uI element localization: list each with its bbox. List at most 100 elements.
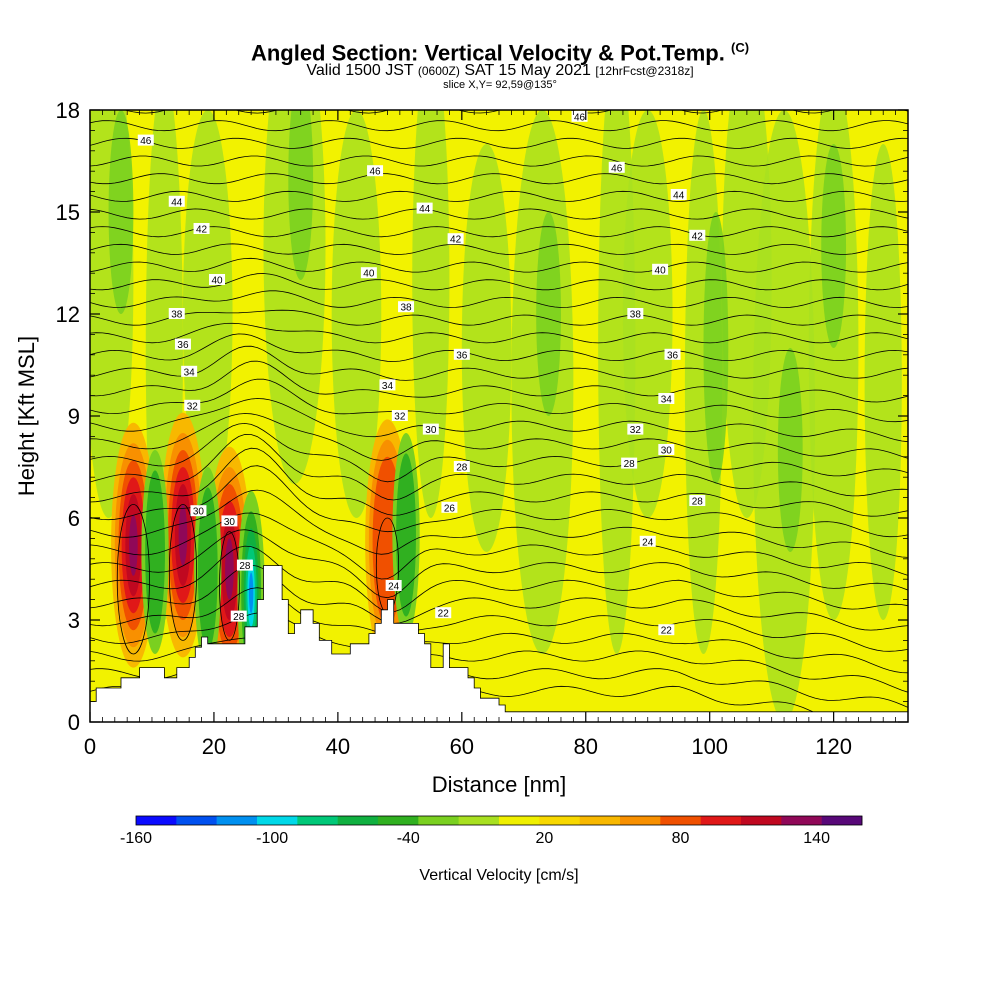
contour-label-text: 46 <box>140 136 152 147</box>
y-tick-label: 15 <box>56 200 80 225</box>
contour-label-bg <box>391 410 408 421</box>
contour-label: 28 <box>621 457 638 470</box>
colorbar-segment <box>378 816 419 825</box>
terrain-profile <box>90 565 908 722</box>
weak-downdraft-band <box>331 110 382 518</box>
colorbar-tick-label: 80 <box>672 830 690 847</box>
colorbar: -160 -100 -40 20 80 140 Vertical Velocity [cm/… <box>120 815 863 884</box>
downdraft-band <box>288 110 314 280</box>
pot-temp-isoline <box>90 309 908 326</box>
contour-label-text: 24 <box>388 582 400 593</box>
contour-label: 42 <box>193 223 210 236</box>
downdraft-core <box>145 470 165 634</box>
contour-label-bg <box>416 202 433 214</box>
contour-label-text: 26 <box>444 503 456 514</box>
pot-temp-isoline <box>90 360 908 403</box>
pot-temp-isoline <box>90 545 908 613</box>
y-axis-label: Height [Kft MSL] <box>14 336 39 496</box>
contour-label-bg <box>670 189 687 200</box>
updraft-core <box>178 504 188 566</box>
downdraft-band <box>108 110 134 314</box>
pot-temp-isoline <box>90 155 908 167</box>
pot-temp-isoline <box>90 120 908 132</box>
colorbar-segment <box>660 816 701 825</box>
contour-label-bg <box>137 134 154 146</box>
updraft-core <box>129 514 138 576</box>
contour-label-bg <box>447 233 464 245</box>
pot-temp-closed-contour <box>219 531 240 641</box>
contour-label-text: 32 <box>187 401 199 412</box>
weak-downdraft-band <box>461 144 512 552</box>
contour-label: 46 <box>608 161 625 174</box>
contour-label: 46 <box>367 165 384 178</box>
contour-label-bg <box>385 580 402 591</box>
x-tick-label: 80 <box>574 734 598 759</box>
pot-temp-isoline <box>90 612 908 674</box>
contour-label-text: 36 <box>456 350 468 361</box>
contour-label: 38 <box>398 301 415 314</box>
contour-label-bg <box>435 607 452 619</box>
title-text: Angled Section: Vertical Velocity & Pot.… <box>250 40 725 66</box>
colorbar-segment <box>781 816 822 825</box>
contour-label-bg <box>608 161 625 173</box>
downdraft-band <box>536 212 561 416</box>
updraft-core <box>225 538 234 600</box>
pot-temp-isoline <box>90 637 908 693</box>
pot-temp-isoline <box>90 226 908 238</box>
contour-label-bg <box>184 399 201 411</box>
pot-temp-isoline <box>90 257 908 273</box>
pot-temp-isoline <box>90 208 908 220</box>
pot-temp-isoline <box>90 447 908 517</box>
colorbar-segment <box>136 816 177 825</box>
contour-label: 34 <box>181 365 198 378</box>
colorbar-segment <box>821 816 863 825</box>
x-tick-label: 20 <box>202 734 226 759</box>
colorbar-segment <box>297 816 338 825</box>
contour-label-text: 44 <box>673 191 685 202</box>
contour-label: 32 <box>184 399 201 412</box>
x-tick-label: 120 <box>815 734 852 759</box>
contour-label-text: 22 <box>438 609 450 620</box>
contour-label: 30 <box>422 423 439 436</box>
colorbar-segment <box>257 816 298 825</box>
contour-label-text: 44 <box>171 197 183 208</box>
chart-subtitle: Valid 1500 JST (0600Z) SAT 15 May 2021 [… <box>0 63 1000 79</box>
contour-label-text: 42 <box>196 225 208 236</box>
chart-title: Angled Section: Vertical Velocity & Pot.… <box>0 36 1000 65</box>
colorbar-tick-label: 140 <box>803 830 830 847</box>
contour-label-bg <box>367 165 384 177</box>
pot-temp-closed-contour <box>116 504 150 655</box>
contour-label: 24 <box>385 580 402 593</box>
terrain <box>90 565 908 722</box>
colorbar-tick-label: -160 <box>120 830 152 847</box>
contour-label-text: 28 <box>239 561 251 572</box>
contour-label-text: 34 <box>382 381 394 392</box>
contour-label-text: 46 <box>611 163 623 174</box>
colorbar-segment <box>579 816 621 825</box>
colorbar-segment <box>499 816 540 825</box>
contour-label-bg <box>441 501 458 513</box>
y-tick-label: 18 <box>56 98 80 123</box>
contour-label-text: 38 <box>630 310 642 321</box>
colorbar-label: Vertical Velocity [cm/s] <box>419 867 578 884</box>
contour-label-bg <box>453 461 470 472</box>
contour-label-text: 28 <box>624 459 636 470</box>
contour-label-text: 30 <box>193 507 205 518</box>
chart-titles: Angled Section: Vertical Velocity & Pot.… <box>0 36 1000 91</box>
contour-label-text: 28 <box>233 612 245 623</box>
contour-label-text: 32 <box>394 412 406 423</box>
weak-downdraft-band <box>412 110 450 518</box>
pot-temp-isoline <box>90 243 908 255</box>
valid-date: SAT 15 May 2021 <box>464 62 591 80</box>
title-unit: (C) <box>731 40 750 55</box>
pot-temp-isoline <box>90 333 908 362</box>
contour-label-bg <box>193 223 210 234</box>
contour-label: 28 <box>236 559 253 572</box>
contour-label: 30 <box>658 444 675 457</box>
contour-label: 40 <box>209 274 226 287</box>
valid-time: Valid 1500 JST <box>306 62 414 80</box>
pot-temp-isoline <box>90 290 908 308</box>
contour-label-bg <box>181 365 198 377</box>
contour-label-bg <box>360 267 377 279</box>
